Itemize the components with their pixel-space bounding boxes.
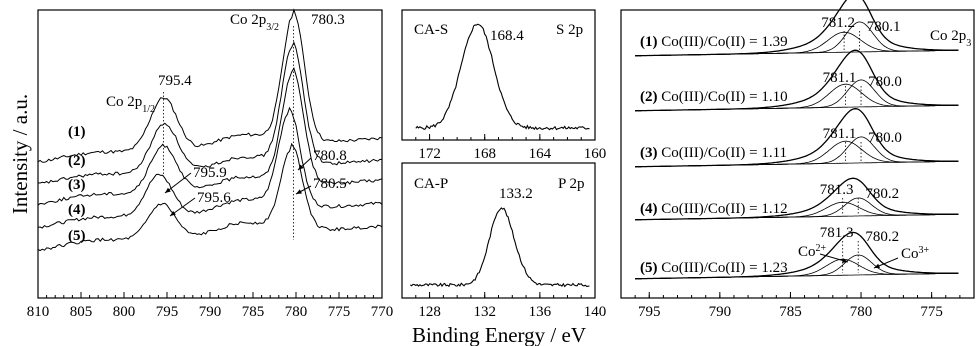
panel-d-plot: 795 790 785 780 775 (1) Co(III)/Co(II) = 1.39…: [620, 0, 961, 320]
ratio-row-2: (2) Co(III)/Co(II) = 1.10: [640, 89, 788, 105]
co3-peak-label-5: 780.2: [865, 229, 899, 245]
panel-a-plot: 810 805 800 795 790 785 780 775 770 (1) (2) (3) (4) (…: [27, 8, 394, 320]
peak-label-795-9: 795.9: [193, 165, 227, 181]
co3-peak-label-4: 780.2: [865, 186, 899, 202]
ratio-row-4: (4) Co(III)/Co(II) = 1.12: [640, 201, 788, 217]
peak-label-780-3: 780.3: [311, 12, 345, 28]
ratio-text: Co(III)/Co(II) = 1.12: [661, 201, 787, 217]
co2-annotation: Co2+: [798, 243, 827, 261]
panel-d-tick-label: 790: [709, 304, 732, 320]
panel-d-tick-label: 775: [920, 304, 943, 320]
envelope-4: [635, 177, 959, 221]
panel-d-corner-label: Co 2p3: [930, 28, 971, 49]
p2p-spectrum: [409, 207, 590, 288]
co2-arrow-head: [842, 258, 848, 263]
panel-c-tick-label: 132: [473, 304, 496, 320]
spectrum-label: (3): [640, 145, 661, 161]
panel-a-tick-label: 795: [156, 304, 179, 320]
panel-a-tick-label: 770: [371, 304, 394, 320]
panel-b-plot: 172 168 164 160: [401, 23, 607, 162]
envelope-2: [635, 49, 959, 112]
peak-label-780-5: 780.5: [313, 176, 347, 192]
spectrum-label: (4): [640, 201, 661, 217]
spectrum-label: (2): [640, 89, 661, 105]
envelope-5: [635, 231, 959, 280]
arrow-795-9-head: [165, 187, 171, 193]
panel-c-tick-label: 136: [529, 304, 552, 320]
envelope-1: [635, 0, 959, 57]
panel-c-tick-label: 140: [584, 304, 607, 320]
co2p-spectrum-1: [37, 8, 383, 163]
panel-d-frame: [620, 9, 975, 299]
co2-peak-label-2: 781.1: [823, 70, 857, 86]
panel-d-tick-label: 795: [638, 304, 661, 320]
ratio-text: Co(III)/Co(II) = 1.23: [661, 260, 787, 276]
panel-a-tick-label: 810: [27, 304, 50, 320]
panel-c-peak-label: 133.2: [499, 186, 533, 202]
arrow-795-6-head: [170, 210, 176, 216]
ratio-text: Co(III)/Co(II) = 1.10: [661, 89, 787, 105]
co2p12-label: Co 2p1/2: [106, 94, 155, 115]
panel-b-title-left: CA-S: [414, 22, 448, 38]
co2p-spectrum-4: [37, 106, 383, 229]
panel-b-peak-label: 168.4: [490, 28, 524, 44]
co3-peak-label-1: 780.1: [867, 19, 901, 35]
panel-b-tick-label: 168: [473, 146, 496, 162]
co3-arrow-head: [874, 263, 880, 269]
panel-b-tick-label: 160: [584, 146, 607, 162]
co2p32-label: Co 2p3/2: [230, 12, 279, 33]
panel-c-tick-label: 128: [418, 304, 441, 320]
panel-a-tick-label: 780: [285, 304, 308, 320]
panel-a-tick-label: 790: [199, 304, 222, 320]
co2p-spectrum-3: [37, 66, 383, 206]
panel-b-tick-label: 164: [529, 146, 552, 162]
panel-a-tick-label: 800: [113, 304, 136, 320]
envelope-3: [635, 108, 959, 168]
ratio-row-5: (5) Co(III)/Co(II) = 1.23: [640, 260, 788, 276]
co2-peak-label-4: 781.3: [820, 182, 854, 198]
arrow-780-8-head: [298, 164, 304, 170]
peak-label-795-4: 795.4: [158, 73, 192, 89]
co2-peak-label-1: 781.2: [821, 15, 855, 31]
peak-label-780-8: 780.8: [313, 148, 347, 164]
y-axis-label: Intensity / a.u.: [8, 94, 32, 214]
spectrum-label: (1): [640, 34, 661, 50]
co2-peak-label-5: 781.3: [820, 225, 854, 241]
panel-a-tick-label: 775: [328, 304, 351, 320]
arrow-780-5-head: [296, 189, 302, 194]
spectrum-label-5: (5): [68, 228, 86, 244]
panel-c-title-right: P 2p: [558, 176, 585, 192]
panel-a-tick-label: 805: [70, 304, 93, 320]
co3-annotation: Co3+: [901, 245, 930, 263]
spectrum-label: (5): [640, 260, 661, 276]
panel-a-tick-label: 785: [242, 304, 265, 320]
panel-c-title-left: CA-P: [414, 176, 448, 192]
panel-d-tick-label: 780: [850, 304, 873, 320]
panel-c-plot: 128 132 136 140: [401, 207, 607, 320]
co2p-spectrum-2: [37, 41, 383, 184]
co2p-spectrum-5: [37, 142, 383, 252]
co3-peak-label-3: 780.0: [868, 130, 902, 146]
spectrum-label-2: (2): [68, 153, 86, 169]
spectrum-label-1: (1): [68, 124, 86, 140]
x-axis-label: Binding Energy / eV: [412, 323, 586, 346]
co2-peak-label-3: 781.1: [823, 126, 857, 142]
panel-b-tick-label: 172: [418, 146, 441, 162]
ratio-row-3: (3) Co(III)/Co(II) = 1.11: [640, 145, 787, 161]
panel-d-tick-label: 785: [779, 304, 802, 320]
s2p-spectrum: [415, 23, 590, 131]
panel-b-title-right: S 2p: [556, 22, 583, 38]
ratio-text: Co(III)/Co(II) = 1.11: [661, 145, 787, 161]
ratio-text: Co(III)/Co(II) = 1.39: [661, 34, 787, 50]
ratio-row-1: (1) Co(III)/Co(II) = 1.39: [640, 34, 788, 50]
spectrum-label-4: (4): [68, 202, 86, 218]
spectrum-label-3: (3): [68, 177, 86, 193]
co3-peak-label-2: 780.0: [868, 74, 902, 90]
peak-label-795-6: 795.6: [197, 190, 231, 206]
